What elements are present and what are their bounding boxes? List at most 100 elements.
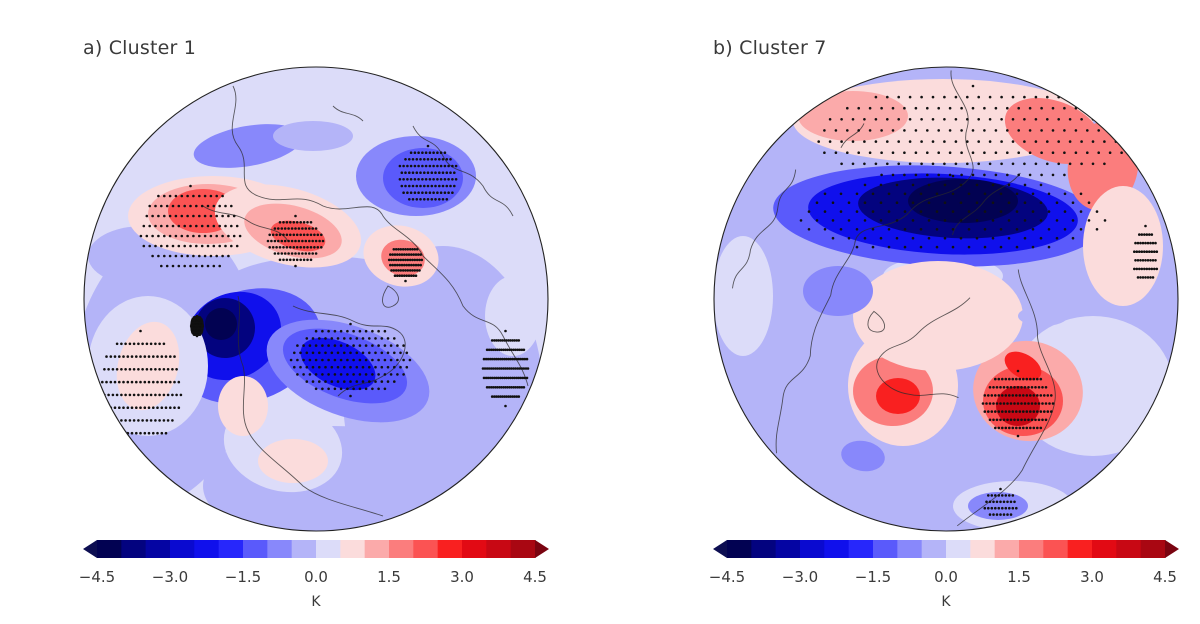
stipple-dot <box>139 329 142 333</box>
colorbar-segment <box>970 540 996 558</box>
stipple-dot <box>518 386 522 389</box>
coastline <box>840 123 865 149</box>
stipple-dot <box>851 140 855 143</box>
stipple-dot <box>919 228 923 231</box>
stipple-dot <box>162 393 166 397</box>
stipple-dot <box>438 158 441 161</box>
stipple-dot <box>926 106 929 110</box>
anomaly-field <box>84 67 548 531</box>
stipple-dot <box>491 386 495 389</box>
stipple-dot <box>294 227 297 230</box>
colorbar-segment <box>775 540 801 558</box>
stipple-dot <box>1063 106 1066 110</box>
stipple-dot <box>919 245 923 249</box>
stipple-dot <box>1020 418 1023 422</box>
stipple-dot <box>897 95 900 99</box>
stipple-dot <box>1002 500 1006 504</box>
stipple-dot <box>177 244 181 248</box>
stipple-dot <box>396 253 399 256</box>
stipple-dot <box>1149 276 1152 279</box>
stipple-dot <box>1004 377 1008 381</box>
stipple-dot <box>327 329 330 333</box>
stipple-dot <box>508 386 511 389</box>
stipple-dot <box>847 219 851 222</box>
stipple-dot <box>1036 377 1039 381</box>
stipple-dot <box>137 419 140 422</box>
stipple-dot <box>951 174 955 178</box>
stipple-dot <box>132 393 136 397</box>
stipple-dot <box>1108 129 1112 132</box>
stipple-dot <box>401 248 405 251</box>
stipple-dot <box>1140 267 1144 271</box>
stipple-dot <box>927 183 931 187</box>
stipple-dot <box>1006 402 1009 405</box>
stipple-dot <box>1008 426 1011 430</box>
stipple-dot <box>1154 241 1157 245</box>
stipple-dot <box>174 234 178 238</box>
stipple-dot <box>186 234 189 238</box>
stipple-dot <box>383 344 387 347</box>
stipple-dot <box>983 410 987 413</box>
stipple-dot <box>389 358 393 362</box>
stipple-dot <box>486 357 490 361</box>
stipple-dot <box>863 201 867 204</box>
stipple-dot <box>115 368 119 371</box>
contour-cold <box>803 266 873 316</box>
stipple-dot <box>152 406 155 410</box>
stipple-dot <box>107 393 110 397</box>
stipple-dot <box>139 355 142 358</box>
stipple-dot <box>1027 418 1030 422</box>
stipple-dot <box>1017 173 1020 177</box>
stipple-dot <box>227 214 230 218</box>
stipple-dot <box>903 106 906 110</box>
colorbar-segment <box>921 540 947 558</box>
stipple-dot <box>1103 162 1106 166</box>
stipple-dot <box>158 419 161 422</box>
stipple-dot <box>823 129 826 132</box>
stipple-dot <box>164 406 168 410</box>
stipple-dot <box>411 158 415 161</box>
stipple-dot <box>148 224 151 228</box>
stipple-dot <box>509 339 512 342</box>
stipple-dot <box>815 219 819 222</box>
stipple-dot <box>1145 250 1149 253</box>
stipple-dot <box>441 184 445 188</box>
stipple-dot <box>402 373 405 376</box>
stipple-dot <box>352 344 355 347</box>
stipple-dot <box>1103 118 1106 121</box>
stipple-dot <box>959 236 963 240</box>
stipple-dot <box>983 210 987 213</box>
stipple-dot <box>289 221 292 224</box>
stipple-dot <box>895 219 899 222</box>
stipple-dot <box>408 158 411 161</box>
stipple-dot <box>380 380 384 383</box>
stipple-dot <box>374 337 377 340</box>
stipple-dot <box>1016 434 1020 438</box>
stipple-dot <box>120 419 123 422</box>
stipple-dot <box>871 210 875 213</box>
stipple-dot <box>386 351 390 355</box>
stipple-dot <box>501 376 504 380</box>
stipple-dot <box>327 358 330 362</box>
stipple-dot <box>299 365 302 369</box>
stipple-dot <box>441 198 445 201</box>
stipple-dot <box>177 264 181 268</box>
colorbar-segment <box>389 540 414 558</box>
stipple-dot <box>314 227 318 230</box>
coastline <box>956 269 1056 527</box>
stipple-dot <box>886 162 889 166</box>
stipple-dot <box>318 380 321 383</box>
stipple-dot <box>371 373 374 376</box>
stipple-dot <box>391 253 395 256</box>
stipple-dot <box>336 351 340 355</box>
stipple-dot <box>308 358 312 362</box>
stipple-dot <box>1153 267 1156 271</box>
stipple-dot <box>287 227 290 230</box>
stipple-dot <box>139 234 143 238</box>
stipple-dot <box>273 252 277 255</box>
stipple-dot <box>994 129 998 132</box>
stipple-dot <box>1034 118 1038 121</box>
stipple-dot <box>177 380 181 384</box>
stipple-dot <box>1017 106 1020 110</box>
stipple-dot <box>1140 233 1144 236</box>
